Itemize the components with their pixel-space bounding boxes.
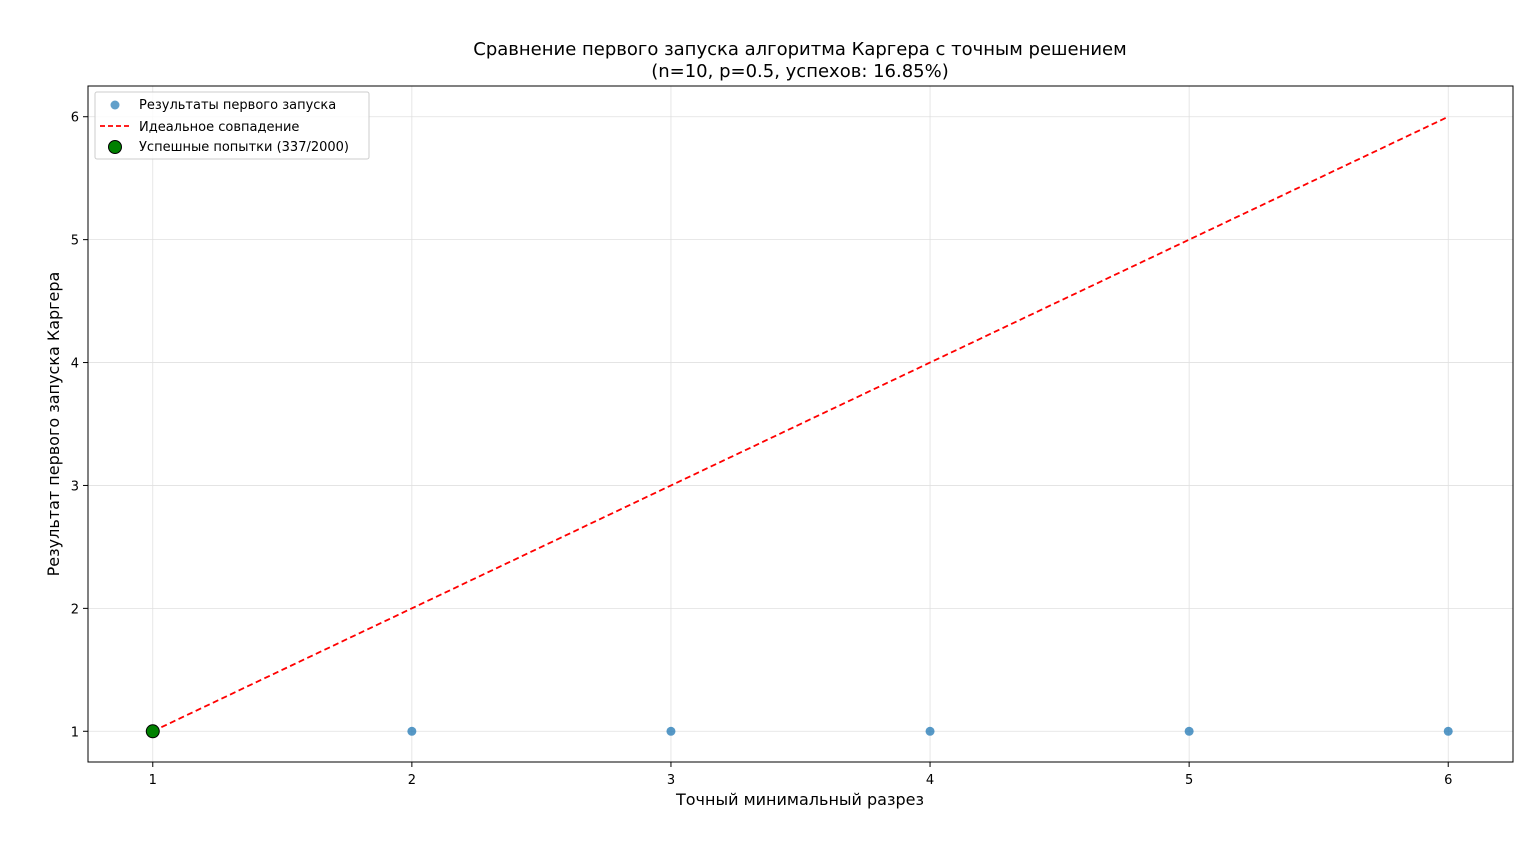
success-point: [145, 724, 160, 739]
y-axis-label: Результат первого запуска Каргера: [44, 272, 63, 577]
x-tick-label: 3: [667, 773, 675, 788]
x-tick-label: 5: [1185, 773, 1193, 788]
y-axis-ticks: 1 2 3 4 5 6: [71, 111, 88, 740]
ideal-line-layer: [152, 115, 1449, 733]
x-tick-label: 1: [149, 773, 157, 788]
y-tick-label: 5: [71, 234, 79, 249]
result-point: [1443, 726, 1453, 736]
x-axis-label: Точный минимальный разрез: [675, 790, 924, 809]
ideal-match-line: [152, 115, 1449, 733]
legend-marker-results: [110, 100, 120, 110]
chart-title: Сравнение первого запуска алгоритма Карг…: [473, 39, 1126, 60]
legend-label-results: Результаты первого запуска: [139, 98, 336, 113]
y-tick-label: 2: [71, 602, 79, 617]
legend-label-success: Успешные попытки (337/2000): [139, 140, 349, 155]
result-point: [925, 726, 935, 736]
chart-subtitle: (n=10, p=0.5, успехов: 16.85%): [651, 61, 949, 82]
x-tick-label: 6: [1444, 773, 1452, 788]
x-tick-label: 2: [408, 773, 416, 788]
y-tick-label: 4: [71, 357, 79, 372]
result-point: [666, 726, 676, 736]
result-point: [407, 726, 417, 736]
legend-marker-success: [108, 140, 122, 154]
legend: Результаты первого запуска Идеальное сов…: [94, 91, 370, 160]
x-tick-label: 4: [926, 773, 934, 788]
success-layer: [145, 724, 160, 739]
legend-box: [94, 91, 370, 160]
y-tick-label: 1: [71, 725, 79, 740]
y-tick-label: 6: [71, 111, 79, 126]
legend-label-ideal: Идеальное совпадение: [139, 120, 299, 135]
x-axis-ticks: 1 2 3 4 5 6: [149, 762, 1452, 788]
y-tick-label: 3: [71, 479, 79, 494]
result-point: [1184, 726, 1194, 736]
plot-frame: [87, 85, 1514, 763]
